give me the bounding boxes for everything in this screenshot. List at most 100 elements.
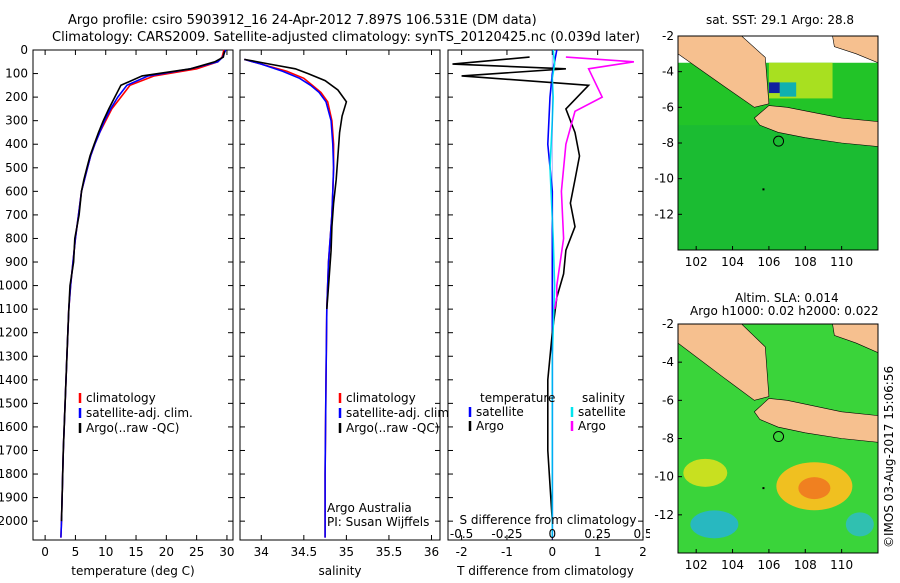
x-tick-label: 36 xyxy=(424,545,439,559)
map-y-tick-label: -2 xyxy=(662,318,674,331)
previous-position-marker xyxy=(762,188,765,191)
y-tick-label: 0 xyxy=(20,43,28,57)
map-sla-peak xyxy=(798,477,831,500)
imos-credit: ©IMOS 03-Aug-2017 15:06:56 xyxy=(882,365,896,548)
temperature-profile-frame xyxy=(32,49,234,541)
series-argo xyxy=(244,58,348,310)
map-y-tick-label: -6 xyxy=(662,100,674,114)
temperature-profile-panel: 0 5 10 15 20 25 30 temperature (deg C) 0 100 200 30… xyxy=(0,43,235,578)
land-sumatra xyxy=(677,35,770,108)
legend-label: satellite xyxy=(476,405,524,419)
x2-tick-label: 0 xyxy=(548,527,556,541)
legend-label: satellite-adj. clim. xyxy=(86,406,193,420)
map-x-tick-label: 108 xyxy=(794,255,817,269)
x-axis-label: temperature (deg C) xyxy=(71,564,194,578)
x-tick-label: 10 xyxy=(98,545,113,559)
x2-tick-label: -0.5 xyxy=(450,527,473,541)
argo-position-marker xyxy=(773,135,785,147)
series-satellite-adj-clim- xyxy=(244,58,335,538)
y-tick-label: 2000 xyxy=(0,514,28,528)
difference-profile-panel: -2 -1 0 1 2 T difference from climatology temp… xyxy=(447,49,650,578)
legend-label: satellite xyxy=(578,405,626,419)
map-x-tick-label: 104 xyxy=(721,558,744,572)
map-y-tick-label: -10 xyxy=(654,172,674,186)
x2-axis-label: S difference from climatology xyxy=(460,513,637,527)
map-x-tick-label: 102 xyxy=(685,558,708,572)
legend-label: climatology xyxy=(346,391,416,405)
x-tick-label: 35 xyxy=(339,545,354,559)
x-tick-label: 2 xyxy=(639,545,647,559)
y-tick-label: 300 xyxy=(5,114,28,128)
land-sumatra xyxy=(677,323,770,401)
y-tick-label: 200 xyxy=(5,90,28,104)
y-tick-label: 1600 xyxy=(0,420,28,434)
series-s-satellite xyxy=(549,49,556,538)
sla-map-title-1: Altim. SLA: 0.014 xyxy=(735,291,839,305)
x-axis-label: T difference from climatology xyxy=(456,564,634,578)
map-y-tick-label: -8 xyxy=(662,432,674,446)
series-argo xyxy=(60,51,226,522)
annotation: PI: Susan Wijffels xyxy=(327,515,429,529)
y-tick-label: 1700 xyxy=(0,443,28,457)
salinity-profile-frame xyxy=(239,49,441,541)
x-tick-label: -2 xyxy=(456,545,468,559)
legend-label: satellite-adj. clim. xyxy=(346,406,453,420)
sla-map: 102 104 106 108 110 -2 -4 -6 -8 -10 -12 xyxy=(654,318,879,572)
x-tick-label: 0 xyxy=(41,545,49,559)
legend-label: Argo xyxy=(578,419,606,433)
y-tick-label: 1800 xyxy=(0,467,28,481)
map-x-tick-label: 102 xyxy=(685,255,708,269)
x-tick-label: 30 xyxy=(219,545,234,559)
map-x-tick-label: 106 xyxy=(757,558,780,572)
map-sla-mid xyxy=(683,458,728,487)
map-cool-cell xyxy=(779,82,797,97)
annotation: Argo Australia xyxy=(327,501,412,515)
title-line-1: Argo profile: csiro 5903912_16 24-Apr-20… xyxy=(68,13,537,28)
y-tick-label: 800 xyxy=(5,231,28,245)
map-y-tick-label: -12 xyxy=(654,207,674,221)
y-tick-label: 1900 xyxy=(0,491,28,505)
y-tick-label: 1400 xyxy=(0,373,28,387)
y-tick-label: 700 xyxy=(5,208,28,222)
map-x-tick-label: 104 xyxy=(721,255,744,269)
y-tick-label: 1000 xyxy=(0,279,28,293)
map-warm-patch xyxy=(768,62,833,99)
x-tick-label: 0 xyxy=(548,545,556,559)
legend-label: Argo(..raw -QC) xyxy=(86,421,179,435)
sst-map-title: sat. SST: 29.1 Argo: 28.8 xyxy=(706,13,855,27)
map-y-tick-label: -6 xyxy=(662,393,674,407)
previous-position-marker xyxy=(762,487,765,490)
y-tick-label: 1200 xyxy=(0,326,28,340)
map-x-tick-label: 108 xyxy=(794,558,817,572)
y-tick-label: 1100 xyxy=(0,302,28,316)
map-x-tick-label: 106 xyxy=(757,255,780,269)
x2-tick-label: -0.25 xyxy=(491,527,522,541)
map-y-tick-label: -10 xyxy=(654,470,674,484)
legend-label: salinity xyxy=(582,391,625,405)
argo-position-marker xyxy=(773,431,785,443)
series-t-argo xyxy=(452,56,591,522)
map-x-tick-label: 110 xyxy=(830,558,853,572)
legend-label: temperature xyxy=(480,391,555,405)
map-sla-low xyxy=(690,510,739,539)
title-line-2: Climatology: CARS2009. Satellite-adjuste… xyxy=(52,30,641,45)
x2-tick-label: 0.25 xyxy=(584,527,611,541)
map-y-tick-label: -12 xyxy=(654,508,674,522)
map-cold-cell xyxy=(768,82,780,94)
series-s-argo xyxy=(553,56,635,310)
legend-label: climatology xyxy=(86,391,156,405)
x-tick-label: 20 xyxy=(159,545,174,559)
y-tick-label: 600 xyxy=(5,184,28,198)
y-tick-label: 500 xyxy=(5,161,28,175)
y-tick-label: 1500 xyxy=(0,396,28,410)
map-y-tick-label: -4 xyxy=(662,355,674,369)
map-y-tick-label: -8 xyxy=(662,136,674,150)
y-tick-label: 900 xyxy=(5,255,28,269)
sst-map: 102 104 106 108 110 -2 -4 -6 -8 -10 -12 xyxy=(654,30,879,269)
x-tick-label: 1 xyxy=(594,545,602,559)
x-tick-label: 34 xyxy=(254,545,269,559)
map-sla-low2 xyxy=(845,512,874,537)
y-tick-label: 400 xyxy=(5,137,28,151)
x2-tick-label: 0.5 xyxy=(633,527,650,541)
